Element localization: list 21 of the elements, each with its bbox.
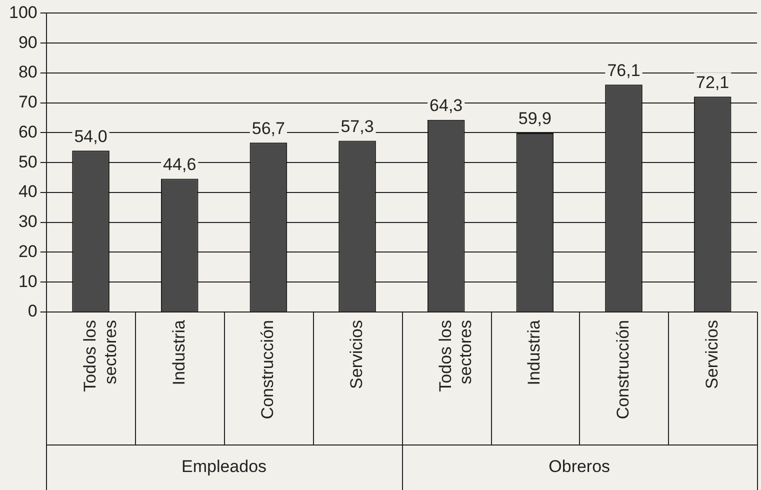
y-tick-label: 10 (18, 272, 38, 291)
y-tick-label: 50 (18, 152, 38, 172)
y-tick-label: 90 (18, 32, 38, 52)
data-label: 64,3 (430, 96, 463, 116)
y-tick-label: 30 (18, 212, 38, 232)
data-label: 44,6 (163, 154, 196, 174)
data-label: 54,0 (74, 126, 108, 146)
text: Obreros (548, 457, 610, 476)
data-label: 72,1 (696, 72, 730, 92)
data-label: 76,1 (607, 60, 640, 80)
data-label: 57,3 (340, 116, 374, 136)
y-tick-label: 40 (18, 182, 38, 202)
y-tick-label: 80 (18, 62, 38, 82)
y-tick-label: 60 (18, 122, 38, 142)
y-tick-label: 70 (18, 92, 38, 112)
y-tick-label: 0 (28, 302, 38, 321)
text: Empleados (181, 457, 267, 476)
data-label: 56,7 (252, 118, 285, 138)
y-tick-label: 20 (18, 242, 38, 261)
y-tick-label: 100 (8, 2, 38, 22)
data-label: 59,9 (518, 109, 552, 128)
